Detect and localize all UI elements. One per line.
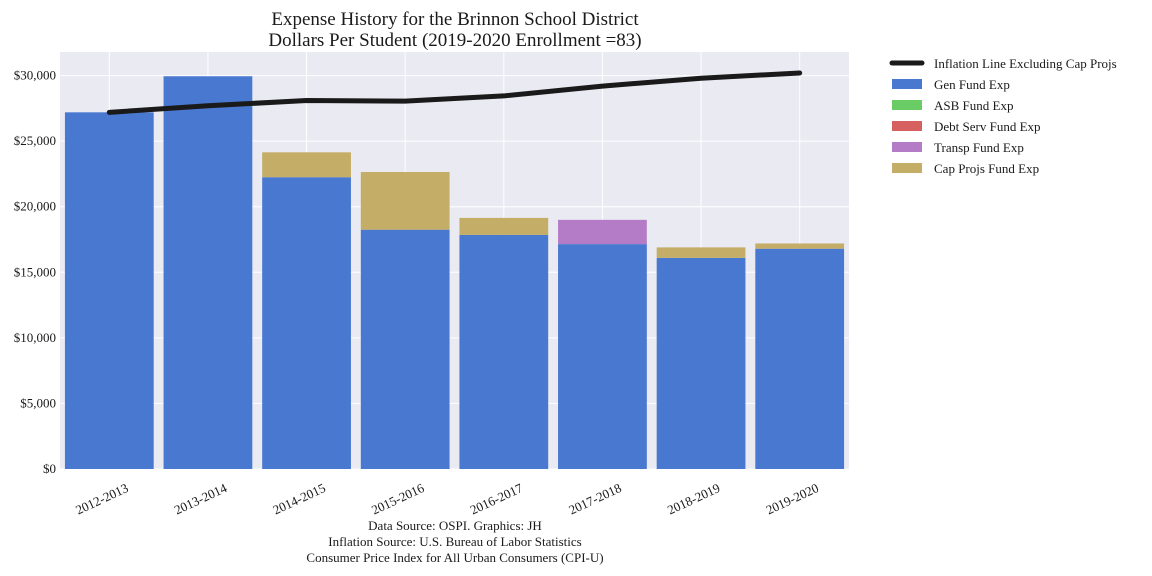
footer-inflation-source: Inflation Source: U.S. Bureau of Labor S… xyxy=(328,534,581,549)
bar-gen-fund-exp-2015-2016 xyxy=(360,229,450,469)
footer-data-source: Data Source: OSPI. Graphics: JH xyxy=(368,518,542,533)
x-tick-label: 2017-2018 xyxy=(566,480,623,517)
chart-title-line-2: Dollars Per Student (2019-2020 Enrollmen… xyxy=(268,30,641,51)
legend-label-gen-fund-exp: Gen Fund Exp xyxy=(934,77,1010,92)
inflation-line xyxy=(106,70,803,115)
x-tick-label: 2019-2020 xyxy=(764,480,821,517)
bar-gen-fund-exp-2016-2017 xyxy=(459,234,549,469)
x-tick-label: 2014-2015 xyxy=(270,480,327,517)
legend-label-debt-serv-fund-exp: Debt Serv Fund Exp xyxy=(934,119,1041,134)
bar-gen-fund-exp-2017-2018 xyxy=(558,244,647,469)
plot-area: $0 $5,000 $10,000 $15,000 $20,000 $25,000 $30,… xyxy=(14,52,849,518)
legend-label-transp-fund-exp: Transp Fund Exp xyxy=(934,140,1024,155)
bar-gen-fund-exp-2012-2013 xyxy=(64,112,154,470)
x-tick-label: 2012-2013 xyxy=(73,480,130,517)
bar-cap-projs-fund-exp-2018-2019 xyxy=(656,247,746,258)
y-tick-label: $10,000 xyxy=(14,330,56,345)
legend-label-cap-projs-fund-exp: Cap Projs Fund Exp xyxy=(934,161,1039,176)
bar-cap-projs-fund-exp-2019-2020 xyxy=(755,243,845,249)
legend-label-inflation-line: Inflation Line Excluding Cap Projs xyxy=(934,56,1117,71)
y-tick-label: $15,000 xyxy=(14,264,56,279)
bar-gen-fund-exp-2019-2020 xyxy=(755,248,845,469)
bar-gen-fund-exp-2014-2015 xyxy=(262,177,351,469)
bar-cap-projs-fund-exp-2015-2016 xyxy=(360,171,450,230)
x-tick-label: 2015-2016 xyxy=(369,480,427,518)
bar-gen-fund-exp-2013-2014 xyxy=(163,76,253,470)
x-tick-label: 2016-2017 xyxy=(468,480,526,518)
chart-title-line-1: Expense History for the Brinnon School D… xyxy=(271,9,639,30)
y-tick-label: $5,000 xyxy=(20,395,56,410)
footer-cpi-note: Consumer Price Index for All Urban Consu… xyxy=(306,550,603,565)
y-tick-label: $25,000 xyxy=(14,133,56,148)
bar-gen-fund-exp-2018-2019 xyxy=(656,257,746,469)
legend-swatch-transp-fund-exp xyxy=(892,142,922,152)
y-tick-label: $0 xyxy=(43,461,56,476)
legend-swatch-gen-fund-exp xyxy=(892,79,922,89)
x-tick-label: 2013-2014 xyxy=(172,480,230,518)
legend-swatch-asb-fund-exp xyxy=(892,100,922,110)
y-tick-label: $30,000 xyxy=(14,68,56,83)
bar-transp-fund-exp-2017-2018 xyxy=(558,219,647,245)
y-tick-label: $20,000 xyxy=(14,199,56,214)
bar-cap-projs-fund-exp-2016-2017 xyxy=(459,217,549,235)
legend: Inflation Line Excluding Cap Projs Gen Fu… xyxy=(889,56,1117,176)
legend-label-asb-fund-exp: ASB Fund Exp xyxy=(934,98,1013,113)
legend-swatch-debt-serv-fund-exp xyxy=(892,121,922,131)
bar-cap-projs-fund-exp-2014-2015 xyxy=(262,152,351,178)
x-tick-label: 2018-2019 xyxy=(665,480,722,517)
legend-swatch-cap-projs-fund-exp xyxy=(892,163,922,173)
